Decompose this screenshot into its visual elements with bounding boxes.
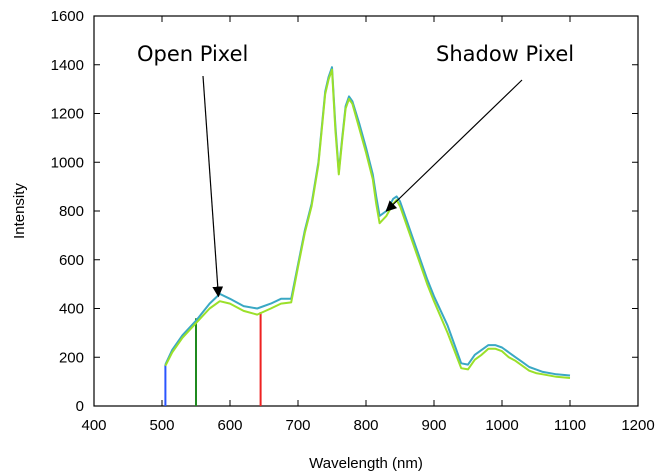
- x-tick-label: 1100: [554, 417, 586, 434]
- axis-ticks: 400 500 600 700 800 900 1000 1100 1200 0 200 400 600…: [51, 8, 655, 434]
- y-tick-label: 1000: [51, 154, 84, 171]
- plot-area: [93, 15, 639, 407]
- x-tick-label: 1000: [485, 417, 518, 434]
- annotation-arrow: [202, 75, 224, 298]
- y-tick-label: 1200: [51, 106, 84, 123]
- marker-lines: [164, 312, 262, 406]
- annotation-arrow: [385, 79, 523, 212]
- annotation-label: Shadow Pixel: [436, 42, 574, 66]
- y-tick-label: 1400: [51, 57, 84, 74]
- x-tick-label: 600: [217, 417, 242, 434]
- y-tick-label: 600: [59, 252, 84, 269]
- x-axis-title: Wavelength (nm): [309, 455, 423, 472]
- x-tick-label: 700: [285, 417, 310, 434]
- annotation-label: Open Pixel: [137, 42, 248, 66]
- x-tick-label: 500: [149, 417, 174, 434]
- annotation-layer: Open Pixel Shadow Pixel: [137, 42, 574, 298]
- spectrum-line-2: [164, 68, 571, 379]
- x-tick-label: 400: [81, 417, 106, 434]
- x-tick-label: 900: [421, 417, 446, 434]
- y-tick-label: 800: [59, 203, 84, 220]
- y-axis-title: Intensity: [11, 183, 28, 239]
- x-tick-label: 800: [353, 417, 378, 434]
- y-tick-label: 400: [59, 301, 84, 318]
- y-tick-label: 200: [59, 349, 84, 366]
- series-layer: [164, 66, 571, 379]
- y-tick-label: 1600: [51, 8, 84, 25]
- y-tick-label: 0: [76, 398, 84, 415]
- x-tick-label: 1200: [621, 417, 654, 434]
- spectrum-line-1: [164, 66, 571, 377]
